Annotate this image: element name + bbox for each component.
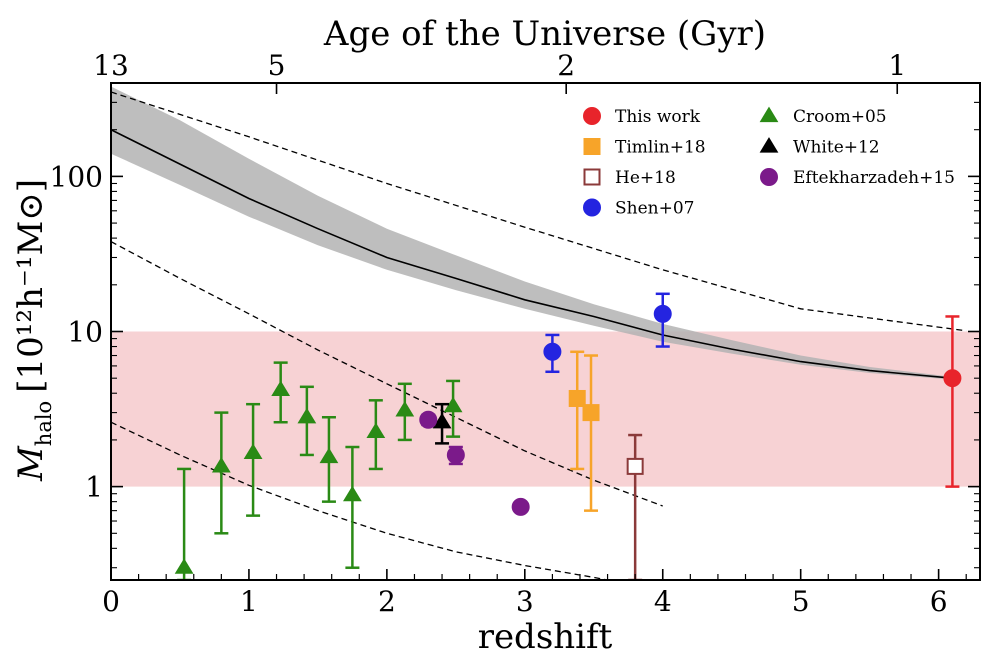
croom-05-point-5 <box>297 407 317 424</box>
legend-marker-croom-05 <box>759 106 779 123</box>
top-tick-label-5: 5 <box>268 49 286 82</box>
top-tick-label-2: 2 <box>557 49 575 82</box>
x-tick-label-5: 5 <box>792 585 810 618</box>
croom-05-point-1 <box>174 558 194 574</box>
x-tick-label-6: 6 <box>930 585 948 618</box>
top-axis-title: Age of the Universe (Gyr) <box>323 14 766 54</box>
legend-label-this-work: This work <box>615 107 701 127</box>
croom-05-point-2 <box>211 456 231 473</box>
legend-marker-he-18 <box>583 168 601 186</box>
plot-area <box>111 86 980 580</box>
series-eftekharzadeh-15 <box>419 410 530 516</box>
top-tick-label-13: 13 <box>93 49 129 82</box>
x-tick-label-4: 4 <box>654 585 672 618</box>
legend-marker-eftekharzadeh-15 <box>760 168 778 186</box>
legend-label-shen-07: Shen+07 <box>615 199 694 219</box>
main-track-line <box>111 128 953 379</box>
dashed-tracks <box>111 91 967 580</box>
croom-05-point-4 <box>271 380 291 397</box>
y-tick-label-10: 10 <box>67 316 103 349</box>
series-white-12 <box>432 402 452 445</box>
white-12-point-1 <box>432 412 452 429</box>
shen-07-point-1 <box>543 342 562 361</box>
eftekharzadeh-15-point-3 <box>511 497 530 516</box>
legend-marker-white-12 <box>759 137 779 153</box>
series-this-work <box>943 315 962 488</box>
croom-05-point-7 <box>343 485 362 502</box>
y-axis-title-units: [10¹²h⁻¹M⊙] <box>11 179 51 393</box>
y-axis-title-subscript: halo <box>32 401 56 446</box>
series-shen-07 <box>543 292 672 374</box>
y-tick-label-1: 1 <box>85 471 103 504</box>
this-work-point-1 <box>943 369 962 388</box>
dashed-track-1 <box>111 91 967 332</box>
y-axis-title: Mhalo [10¹²h⁻¹M⊙] <box>11 179 56 482</box>
legend-label-timlin-18: Timlin+18 <box>615 138 706 158</box>
series-timlin-18 <box>568 350 600 512</box>
legend-label-croom-05: Croom+05 <box>793 107 887 127</box>
croom-05-point-8 <box>366 422 386 439</box>
dashed-track-2 <box>111 241 663 507</box>
dashed-track-3 <box>111 421 608 580</box>
legend-label-white-12: White+12 <box>793 138 880 158</box>
x-tick-label-3: 3 <box>516 585 534 618</box>
eftekharzadeh-15-point-2 <box>446 445 465 464</box>
he-18-point-1 <box>626 457 644 475</box>
series-croom-05 <box>174 361 463 580</box>
x-tick-label-2: 2 <box>378 585 396 618</box>
x-tick-label-1: 1 <box>240 585 258 618</box>
timlin-18-point-2 <box>582 404 600 422</box>
croom-05-point-3 <box>243 443 263 459</box>
eftekharzadeh-15-point-1 <box>419 410 438 429</box>
croom-05-point-10 <box>443 396 463 413</box>
axis-ticks: 0 1 2 3 4 5 6 1 10 100 13 5 2 1 <box>50 49 980 618</box>
timlin-18-point-1 <box>568 389 586 407</box>
y-tick-label-100: 100 <box>50 160 103 193</box>
x-tick-label-0: 0 <box>102 585 120 618</box>
legend-marker-timlin-18 <box>583 138 601 155</box>
legend-marker-shen-07 <box>583 198 601 217</box>
series-he-18 <box>626 433 644 580</box>
legend-label-he-18: He+18 <box>615 168 676 188</box>
legend-label-eftekharzadeh-15: Eftekharzadeh+15 <box>793 168 955 188</box>
data-points <box>174 292 962 580</box>
y-axis-title-symbol: M <box>11 445 51 482</box>
x-axis-title: redshift <box>478 617 613 657</box>
shen-07-point-2 <box>653 304 672 323</box>
croom-05-point-6 <box>319 447 339 464</box>
legend-marker-this-work <box>583 107 601 125</box>
top-tick-label-1: 1 <box>888 49 906 82</box>
legend: This work Timlin+18 He+18 Shen+07 Croom+05 Wh… <box>583 106 955 219</box>
croom-05-point-9 <box>395 400 415 417</box>
